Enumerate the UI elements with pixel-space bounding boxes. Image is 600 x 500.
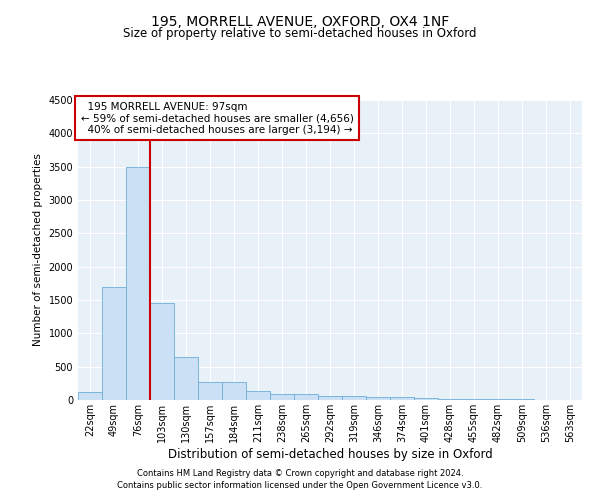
Bar: [318, 396, 342, 400]
Bar: [366, 397, 390, 400]
X-axis label: Distribution of semi-detached houses by size in Oxford: Distribution of semi-detached houses by …: [167, 448, 493, 460]
Bar: [342, 396, 366, 400]
Text: 195 MORRELL AVENUE: 97sqm
← 59% of semi-detached houses are smaller (4,656)
  40: 195 MORRELL AVENUE: 97sqm ← 59% of semi-…: [80, 102, 353, 134]
Bar: [246, 391, 270, 400]
Bar: [102, 286, 126, 400]
Bar: [150, 304, 174, 400]
Bar: [174, 358, 198, 400]
Bar: [390, 398, 414, 400]
Bar: [438, 398, 462, 400]
Bar: [222, 382, 246, 400]
Bar: [414, 398, 438, 400]
Bar: [462, 399, 486, 400]
Bar: [126, 166, 150, 400]
Bar: [270, 394, 294, 400]
Bar: [78, 392, 102, 400]
Y-axis label: Number of semi-detached properties: Number of semi-detached properties: [33, 154, 43, 346]
Text: Contains public sector information licensed under the Open Government Licence v3: Contains public sector information licen…: [118, 481, 482, 490]
Text: Contains HM Land Registry data © Crown copyright and database right 2024.: Contains HM Land Registry data © Crown c…: [137, 468, 463, 477]
Text: 195, MORRELL AVENUE, OXFORD, OX4 1NF: 195, MORRELL AVENUE, OXFORD, OX4 1NF: [151, 15, 449, 29]
Bar: [198, 382, 222, 400]
Text: Size of property relative to semi-detached houses in Oxford: Size of property relative to semi-detach…: [123, 28, 477, 40]
Bar: [294, 394, 318, 400]
